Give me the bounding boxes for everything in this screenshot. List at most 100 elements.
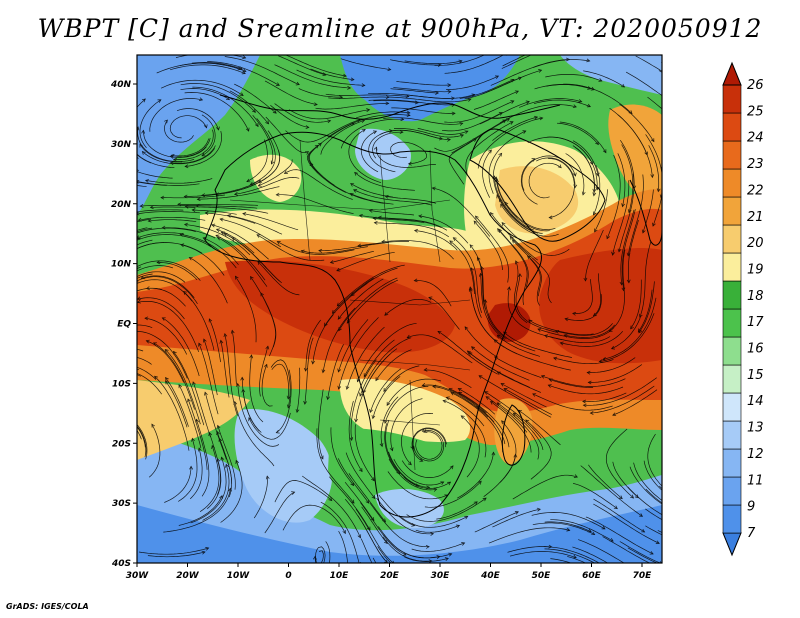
streamline <box>328 114 411 138</box>
streamline <box>469 244 486 309</box>
streamline <box>448 388 487 414</box>
streamline <box>149 98 203 132</box>
streamline <box>497 371 541 393</box>
streamline-arrowhead <box>318 248 323 253</box>
streamline-arrowhead <box>655 540 660 544</box>
streamline-arrowhead <box>165 377 169 382</box>
streamline <box>512 474 578 500</box>
streamline-arrowhead <box>589 411 594 415</box>
streamline-arrowhead <box>592 192 597 197</box>
streamline-arrowhead <box>144 316 149 321</box>
streamline <box>497 402 540 460</box>
streamline <box>496 194 539 234</box>
streamline-arrowhead <box>592 188 597 193</box>
wbpt-region-west-sahara <box>250 154 302 202</box>
streamline <box>382 536 432 562</box>
streamline-arrowhead <box>219 339 224 344</box>
streamline <box>224 56 300 85</box>
lon-tick-label: 10E <box>330 571 350 581</box>
streamline-arrowhead <box>201 193 206 198</box>
streamline-arrowhead <box>514 90 519 95</box>
streamline <box>606 155 621 239</box>
streamline-arrowhead <box>248 417 252 422</box>
streamline-arrowhead <box>97 244 100 247</box>
streamline-arrowhead <box>339 95 344 100</box>
streamline-arrowhead <box>89 416 92 419</box>
streamline <box>372 376 401 419</box>
streamline-arrowhead <box>337 368 342 373</box>
streamline-arrowhead <box>531 158 536 162</box>
streamline-arrowhead <box>126 103 129 106</box>
streamline-arrowhead <box>105 172 108 175</box>
streamline-arrowhead <box>225 96 230 101</box>
streamline <box>381 129 451 140</box>
streamline-arrowhead <box>437 330 442 335</box>
streamline <box>453 237 482 313</box>
streamline <box>137 126 195 162</box>
streamline <box>259 346 269 397</box>
streamline-arrowhead <box>384 311 389 316</box>
streamline <box>357 322 417 382</box>
streamline-arrowhead <box>444 557 449 561</box>
streamline <box>348 129 382 184</box>
colorbar-label: 9 <box>747 500 755 515</box>
streamline-arrowhead <box>220 231 225 236</box>
streamline-arrowhead <box>566 527 571 532</box>
streamline-arrowhead <box>572 554 577 559</box>
streamline <box>271 363 290 399</box>
streamline <box>458 392 510 448</box>
streamline <box>235 276 257 343</box>
streamline <box>156 62 242 74</box>
streamline <box>525 419 552 480</box>
streamline <box>346 326 385 390</box>
streamline <box>381 240 454 260</box>
streamline-arrowhead <box>497 228 501 233</box>
colorbar-swatch <box>722 140 742 170</box>
colorbar-swatch <box>722 224 742 254</box>
streamline <box>436 501 478 520</box>
streamline-arrowhead <box>548 215 553 220</box>
streamline-arrowhead <box>498 152 503 157</box>
streamline-arrowhead <box>223 233 228 237</box>
streamline-arrowhead <box>407 161 412 166</box>
streamline-arrowhead <box>464 516 469 520</box>
streamline-arrowhead <box>506 118 511 122</box>
streamline-arrowhead <box>510 78 515 83</box>
streamline-arrowhead <box>226 213 232 218</box>
streamline <box>388 458 437 491</box>
streamline <box>345 452 376 499</box>
streamline-arrowhead <box>99 275 102 278</box>
streamline <box>588 464 623 499</box>
streamline-arrowhead <box>265 120 270 125</box>
streamline <box>318 389 324 460</box>
streamline-arrowhead <box>356 378 361 383</box>
streamline-arrowhead <box>410 445 414 450</box>
streamline-arrowhead <box>257 183 262 187</box>
streamline-arrowhead <box>592 312 597 317</box>
streamline-arrowhead <box>275 82 280 86</box>
streamline <box>638 289 653 332</box>
streamline <box>253 476 268 519</box>
streamline-arrowhead <box>128 418 131 421</box>
streamline-arrowhead <box>165 380 169 385</box>
streamline <box>470 267 482 318</box>
streamline <box>380 396 399 447</box>
streamline-arrowhead <box>558 44 561 47</box>
streamline-arrowhead <box>428 296 433 301</box>
streamline-arrowhead <box>630 494 635 499</box>
streamline-arrowhead <box>451 103 456 107</box>
streamline <box>178 495 223 526</box>
streamline <box>580 465 643 517</box>
streamline-arrowhead <box>201 152 206 157</box>
streamline-arrowhead <box>522 130 527 134</box>
streamline <box>169 115 207 139</box>
streamline <box>184 92 250 132</box>
streamline-arrowhead <box>447 481 452 486</box>
streamline <box>330 250 374 263</box>
streamline-arrowhead <box>275 429 280 434</box>
streamline <box>137 368 140 371</box>
streamline-arrowhead <box>649 551 654 555</box>
streamline <box>160 79 244 96</box>
streamline-arrowhead <box>425 544 430 549</box>
streamline <box>510 551 577 559</box>
